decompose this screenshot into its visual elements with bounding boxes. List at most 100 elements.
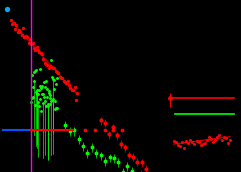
Point bbox=[50, 76, 54, 78]
Point bbox=[205, 138, 209, 141]
Point bbox=[47, 91, 51, 94]
Point bbox=[59, 77, 63, 79]
Point bbox=[16, 30, 20, 33]
Point bbox=[23, 36, 27, 39]
Point bbox=[20, 33, 24, 36]
Point bbox=[39, 51, 43, 54]
Point bbox=[48, 64, 52, 67]
Point bbox=[74, 98, 78, 101]
Point bbox=[44, 80, 48, 83]
Point bbox=[25, 35, 29, 38]
Point bbox=[40, 53, 44, 56]
Point bbox=[51, 77, 55, 80]
Point bbox=[56, 72, 60, 75]
Point bbox=[55, 71, 59, 74]
Point bbox=[29, 101, 33, 103]
Point bbox=[75, 92, 79, 95]
Point bbox=[190, 141, 194, 143]
Point bbox=[27, 42, 30, 44]
Point bbox=[53, 99, 57, 102]
Point bbox=[62, 79, 66, 82]
Point bbox=[30, 73, 34, 76]
Point bbox=[24, 35, 28, 38]
Point bbox=[31, 95, 35, 98]
Point bbox=[71, 89, 75, 92]
Point bbox=[36, 49, 40, 51]
Point bbox=[45, 88, 49, 90]
Point bbox=[37, 105, 40, 108]
Point bbox=[112, 129, 115, 131]
Point bbox=[21, 27, 25, 30]
Point bbox=[50, 98, 54, 101]
Point bbox=[209, 138, 213, 141]
Point bbox=[35, 45, 39, 48]
Point bbox=[33, 70, 37, 73]
Point bbox=[42, 96, 46, 99]
Point bbox=[48, 97, 52, 100]
Point bbox=[65, 81, 68, 84]
Point bbox=[17, 29, 21, 31]
Point bbox=[37, 51, 41, 53]
Point bbox=[174, 141, 178, 143]
Point bbox=[36, 93, 40, 96]
Point bbox=[66, 80, 70, 82]
Point bbox=[31, 41, 34, 44]
Point bbox=[9, 19, 13, 21]
Point bbox=[35, 88, 39, 91]
Point bbox=[43, 86, 47, 89]
Point bbox=[48, 103, 52, 105]
Point bbox=[54, 70, 58, 73]
Point bbox=[52, 67, 56, 70]
Point bbox=[34, 91, 38, 94]
Point bbox=[184, 140, 188, 143]
Point bbox=[103, 129, 107, 131]
Point bbox=[10, 23, 14, 25]
Point bbox=[67, 83, 71, 86]
Point bbox=[32, 80, 36, 82]
Point bbox=[41, 58, 45, 61]
Point bbox=[41, 102, 45, 105]
Point bbox=[33, 103, 37, 106]
Point bbox=[220, 139, 223, 142]
Point bbox=[58, 76, 62, 78]
Point bbox=[33, 49, 37, 51]
Point bbox=[63, 81, 67, 84]
Point bbox=[228, 139, 232, 142]
Point bbox=[44, 62, 48, 65]
Point bbox=[93, 129, 97, 131]
Point bbox=[35, 92, 39, 95]
Point bbox=[224, 137, 228, 140]
Point bbox=[39, 98, 42, 101]
Point bbox=[172, 140, 175, 142]
Point bbox=[176, 144, 180, 147]
Point bbox=[178, 144, 182, 147]
Point bbox=[180, 141, 184, 143]
Point bbox=[12, 22, 16, 25]
Point bbox=[5, 8, 9, 11]
Point bbox=[188, 138, 192, 141]
Point bbox=[46, 105, 50, 107]
Point bbox=[51, 66, 55, 69]
Point bbox=[193, 143, 196, 146]
Point bbox=[38, 68, 42, 70]
Point bbox=[44, 105, 48, 108]
Point bbox=[50, 66, 54, 68]
Point bbox=[45, 95, 49, 98]
Point bbox=[211, 141, 215, 144]
Point bbox=[43, 62, 47, 64]
Point bbox=[19, 30, 22, 33]
Point bbox=[83, 129, 87, 131]
Point bbox=[36, 101, 40, 104]
Point bbox=[213, 138, 217, 141]
Point bbox=[48, 93, 52, 96]
Point bbox=[55, 107, 59, 110]
Point bbox=[55, 77, 59, 80]
Point bbox=[70, 88, 74, 91]
Point bbox=[32, 70, 36, 73]
Point bbox=[46, 103, 50, 106]
Point bbox=[226, 142, 230, 144]
Point bbox=[31, 86, 35, 89]
Point bbox=[28, 38, 32, 40]
Point bbox=[54, 83, 58, 85]
Point bbox=[46, 64, 49, 67]
